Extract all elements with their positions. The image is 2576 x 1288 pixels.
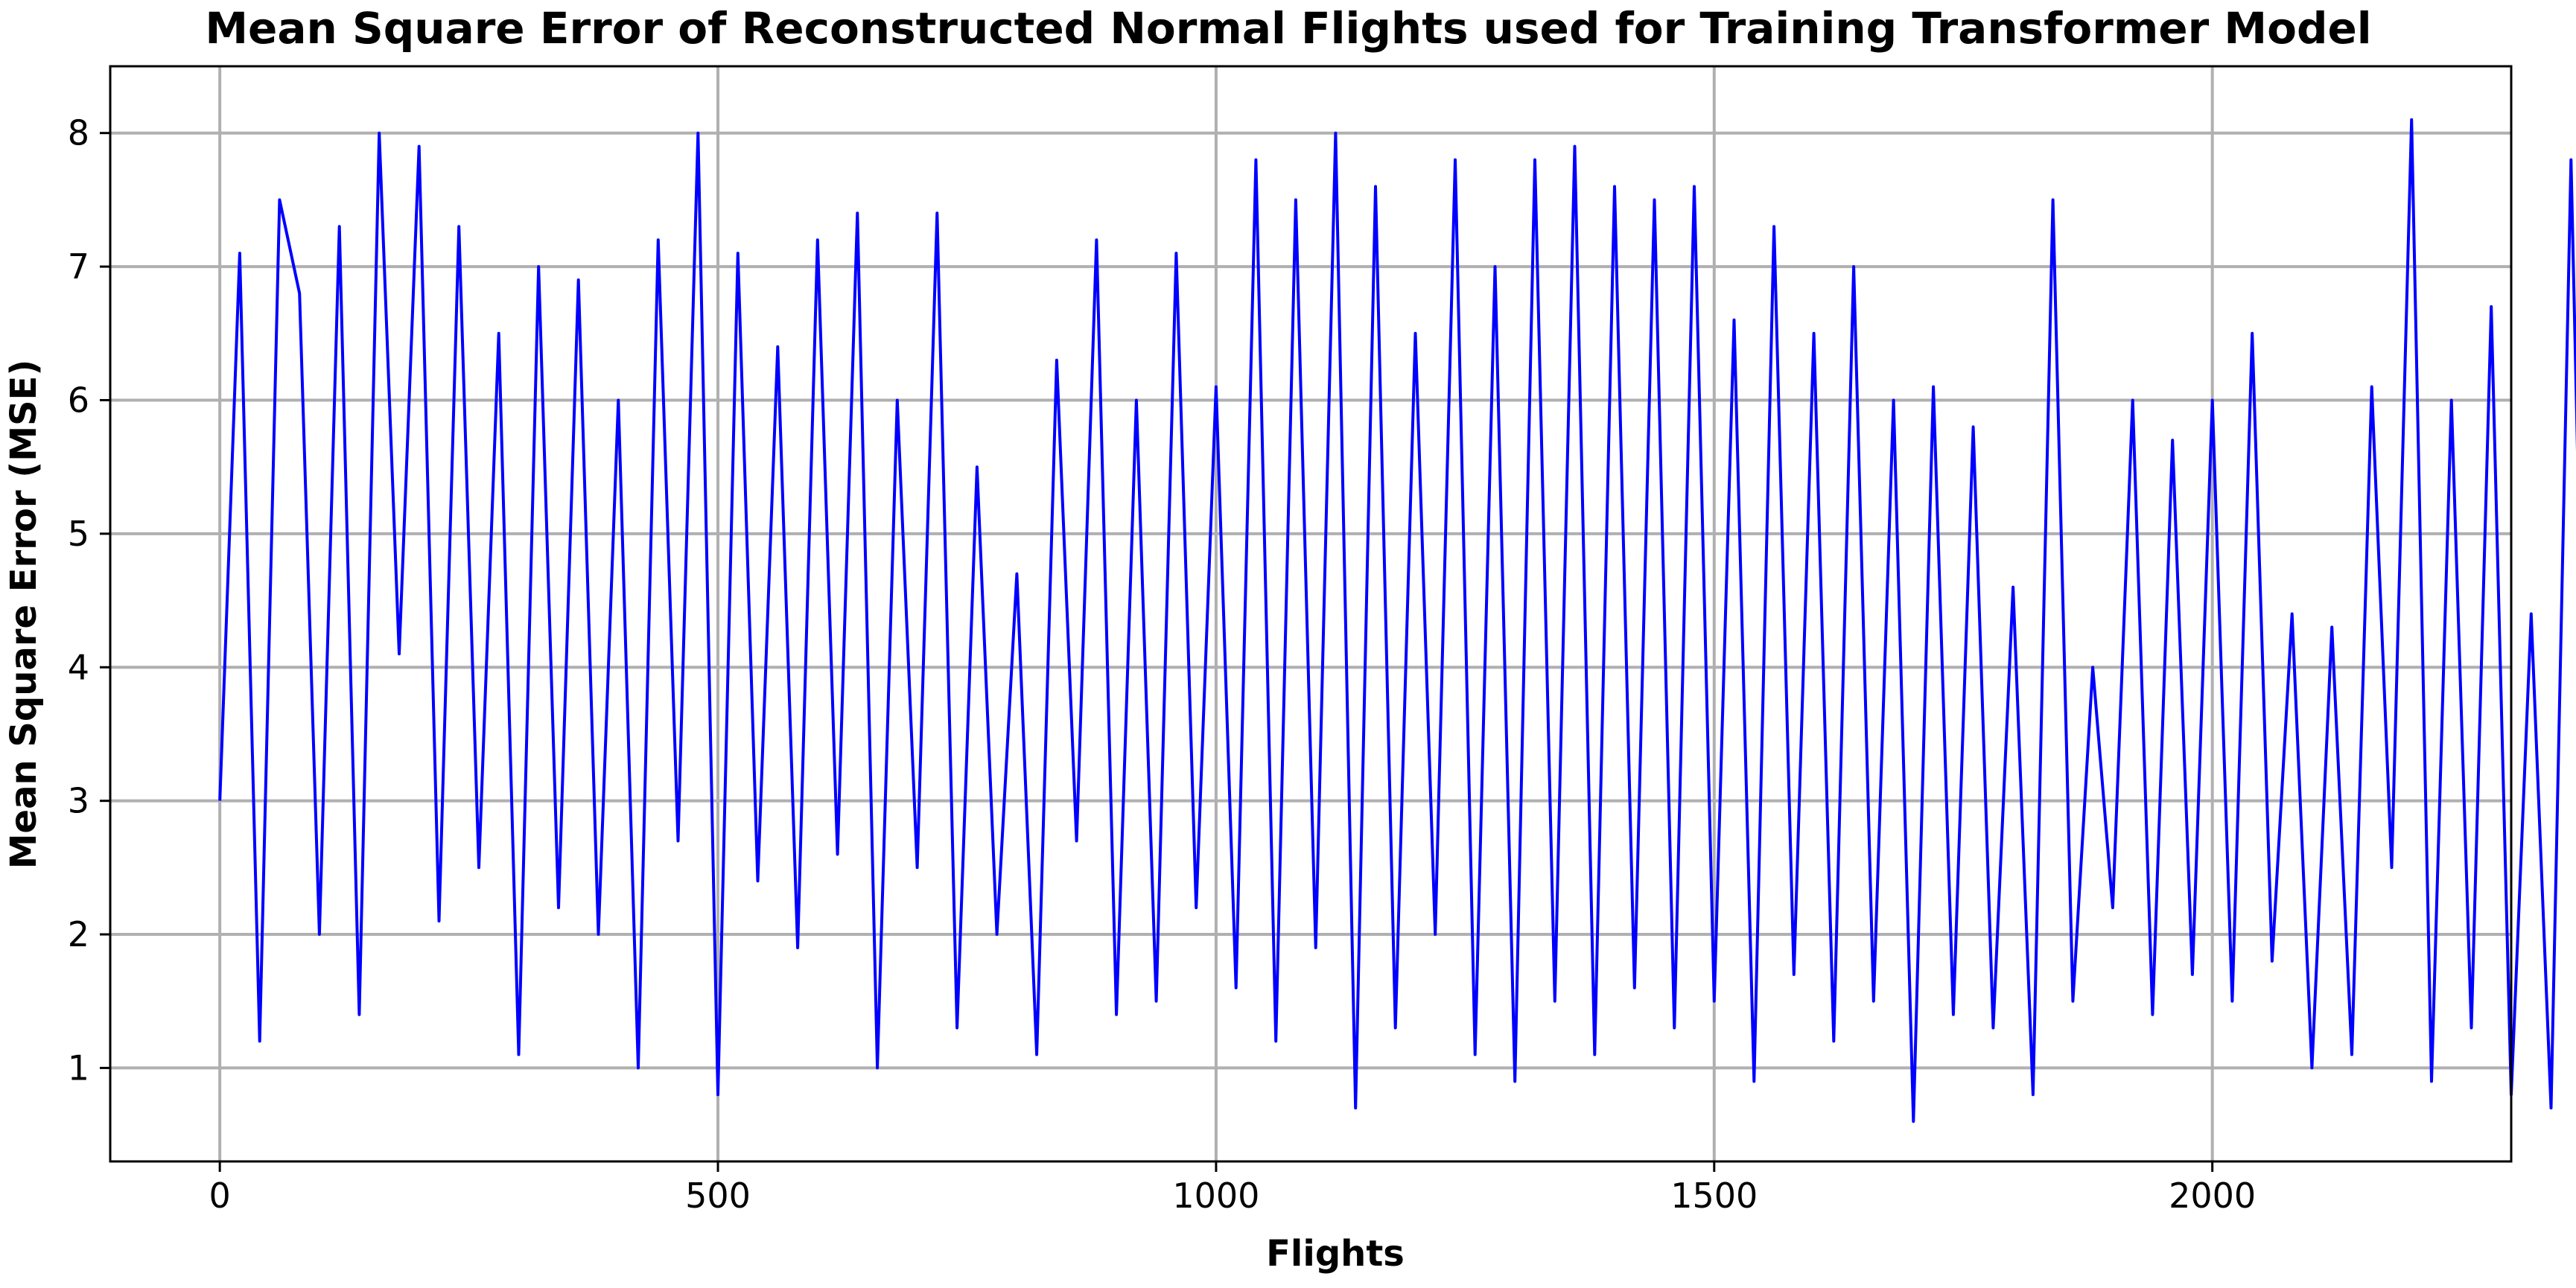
grid-layer: [110, 66, 2511, 1161]
x-tick-label: 0: [209, 1176, 231, 1216]
x-tick-label: 2000: [2169, 1176, 2256, 1216]
x-tick-label: 1000: [1172, 1176, 1259, 1216]
y-tick-label: 6: [68, 380, 89, 420]
series-line: [218, 118, 2576, 1123]
y-tick-label: 8: [68, 113, 89, 153]
x-axis-label: Flights: [1266, 1233, 1405, 1275]
y-tick-label: 7: [68, 246, 89, 287]
chart-title: Mean Square Error of Reconstructed Norma…: [205, 3, 2371, 54]
y-tick-label: 4: [68, 647, 89, 687]
y-tick-label: 5: [68, 514, 89, 554]
tick-layer: 0 500 1000 1500 2000 1 2 3 4 5 6 7 8: [68, 113, 2256, 1216]
y-tick-label: 1: [68, 1048, 89, 1088]
x-tick-label: 500: [685, 1176, 751, 1216]
series-layer: [218, 118, 2576, 1123]
y-tick-label: 3: [68, 781, 89, 821]
plot-frame: [109, 65, 2513, 1163]
y-tick-label: 2: [68, 914, 89, 954]
y-axis-label: Mean Square Error (MSE): [3, 360, 45, 870]
x-tick-label: 1500: [1670, 1176, 1758, 1216]
